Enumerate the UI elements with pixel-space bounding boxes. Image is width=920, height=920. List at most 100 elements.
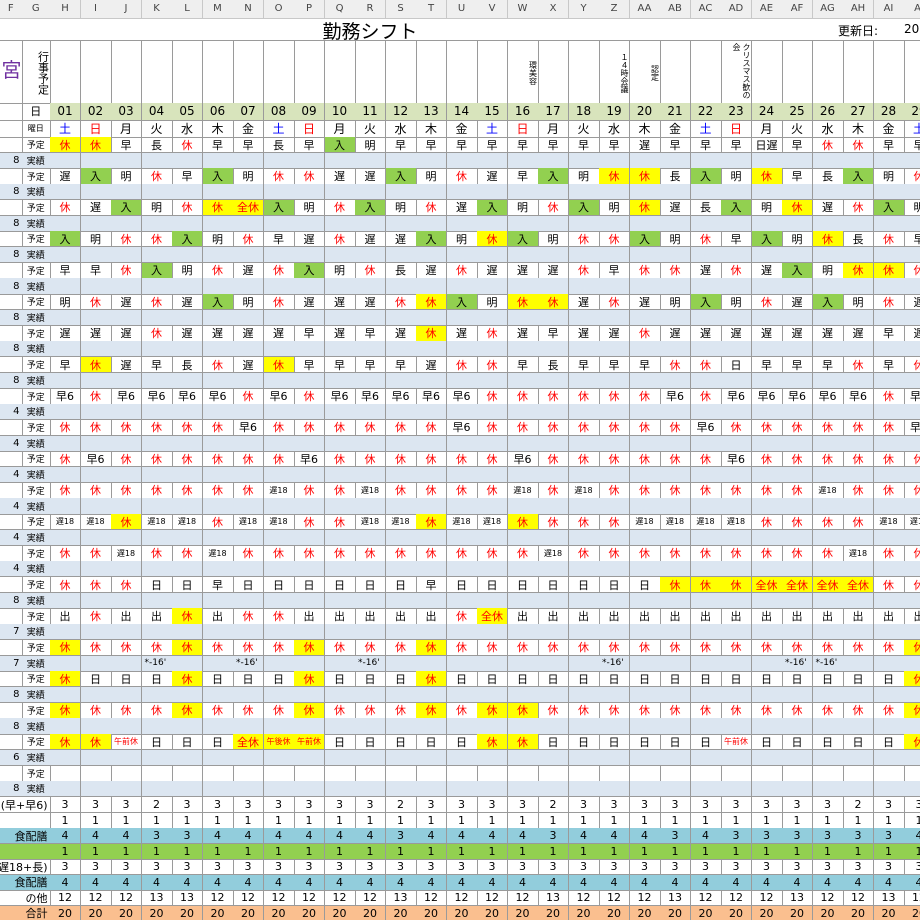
summary-value: 4: [812, 874, 844, 891]
event-cell: [80, 40, 112, 104]
shift-plan: 休: [263, 639, 295, 657]
shift-actual: [385, 592, 417, 609]
shift-actual: [50, 624, 81, 641]
shift-plan: 遅: [690, 262, 722, 279]
summary-value: 20: [690, 905, 722, 920]
day-number: 09: [294, 103, 325, 121]
summary-label: [0, 843, 51, 860]
shift-actual: [446, 561, 478, 578]
shift-plan: 早: [782, 137, 813, 154]
shift-actual: [172, 435, 203, 452]
shift-plan: 遅18: [202, 545, 234, 562]
shift-plan: 日: [843, 671, 874, 688]
shift-actual: [233, 467, 264, 484]
shift-plan: 明: [141, 199, 173, 217]
shift-plan: 全休: [233, 199, 264, 217]
shift-plan: 長: [141, 137, 173, 154]
shift-actual: [904, 561, 920, 578]
shift-actual: [355, 624, 386, 641]
shift-plan: 日: [568, 577, 600, 594]
shift-plan: 休: [538, 294, 569, 311]
summary-value: 1: [172, 843, 203, 860]
shift-plan: 出: [629, 608, 661, 625]
shift-actual: *-16': [141, 655, 173, 672]
shift-actual: [141, 435, 173, 452]
summary-value: 4: [416, 828, 447, 844]
shift-plan: 遅18: [843, 545, 874, 562]
shift-actual: [355, 372, 386, 389]
day-number: 12: [385, 103, 417, 121]
shift-plan: 休: [233, 608, 264, 625]
shift-actual: [202, 781, 234, 798]
shift-plan: 休: [446, 262, 478, 279]
shift-actual: [873, 309, 905, 327]
shift-plan: 休: [355, 419, 386, 437]
shift-actual: [599, 215, 630, 232]
hours-blank: [0, 451, 23, 468]
summary-value: 20: [202, 905, 234, 920]
plan-label: 予定: [22, 577, 51, 594]
shift-plan: 休: [80, 388, 112, 405]
shift-plan: 遅: [507, 262, 539, 279]
shift-actual: [690, 624, 722, 641]
event-cell: [202, 40, 234, 104]
shift-actual: [233, 152, 264, 169]
shift-plan: 日: [385, 734, 417, 751]
shift-actual: [721, 687, 752, 704]
summary-value: 4: [690, 874, 722, 891]
shift-plan: [660, 765, 691, 782]
summary-value: 3: [904, 859, 920, 875]
summary-label: 合計: [0, 905, 51, 920]
shift-plan: [355, 765, 386, 782]
summary-value: 3: [233, 797, 264, 813]
shift-actual: [141, 592, 173, 609]
shift-plan: 早6: [446, 419, 478, 437]
shift-actual: [660, 372, 691, 389]
hours: 8: [0, 278, 23, 295]
shift-actual: [80, 718, 112, 735]
shift-actual: [385, 561, 417, 578]
summary-value: 1: [141, 812, 173, 829]
shift-plan: 休: [690, 357, 722, 374]
shift-plan: 早: [416, 137, 447, 154]
shift-plan: 遅: [294, 294, 325, 311]
shift-plan: 日: [263, 577, 295, 594]
shift-actual: [324, 372, 356, 389]
shift-actual: [538, 435, 569, 452]
title-row-cell: [263, 18, 295, 41]
shift-plan: 休: [629, 388, 661, 405]
shift-plan: [141, 765, 173, 782]
shift-plan: 休: [111, 262, 142, 279]
shift-plan: 長: [172, 357, 203, 374]
shift-actual: [721, 529, 752, 547]
title-row-cell: [812, 18, 844, 41]
summary-value: 1: [446, 812, 478, 829]
shift-actual: [263, 341, 295, 358]
column-header: AE: [751, 0, 783, 19]
shift-plan: 日: [141, 577, 173, 594]
shift-actual: [873, 184, 905, 201]
shift-actual: [446, 624, 478, 641]
shift-actual: [80, 152, 112, 169]
day-number: 07: [233, 103, 264, 121]
shift-actual: [324, 341, 356, 358]
shift-actual: [477, 592, 508, 609]
shift-plan: 遅: [812, 325, 844, 342]
shift-plan: 早6: [202, 388, 234, 405]
shift-actual: [294, 278, 325, 295]
shift-actual: [904, 247, 920, 264]
shift-actual: [477, 687, 508, 704]
shift-actual: [324, 624, 356, 641]
summary-value: 3: [416, 859, 447, 875]
shift-plan: 休: [690, 545, 722, 562]
shift-plan: 休: [904, 577, 920, 594]
shift-plan: 休: [629, 482, 661, 499]
shift-plan: 日: [538, 577, 569, 594]
shift-actual: [660, 781, 691, 798]
shift-actual: [812, 561, 844, 578]
shift-actual: [294, 498, 325, 515]
shift-plan: 休: [477, 545, 508, 562]
shift-actual: [416, 498, 447, 515]
shift-actual: [599, 435, 630, 452]
shift-plan: 休: [141, 639, 173, 657]
